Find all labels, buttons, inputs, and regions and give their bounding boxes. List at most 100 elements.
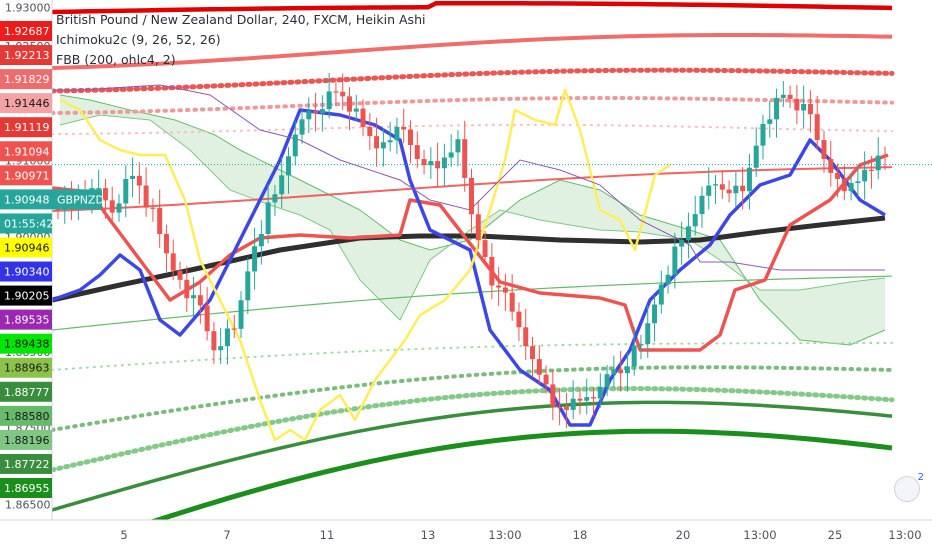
time-tick-label: 13 <box>421 528 436 542</box>
candle-body <box>516 311 522 328</box>
candle-body <box>157 208 163 234</box>
candle-body <box>421 159 427 166</box>
fbb-lower-0-dots <box>50 365 894 432</box>
candle-body <box>428 161 434 166</box>
candle-body <box>272 194 278 203</box>
fbb-upper-3 <box>51 0 893 15</box>
legend-title: British Pound / New Zealand Dollar, 240,… <box>56 12 426 27</box>
candle-body <box>591 397 597 399</box>
price-label-box <box>0 478 52 498</box>
candle-body <box>509 292 515 312</box>
price-label-box <box>0 93 52 114</box>
candle-body <box>679 240 685 247</box>
fbb-lower-basis <box>51 275 893 331</box>
candle-body <box>868 169 874 171</box>
fbb-lower-1-dots <box>49 386 895 473</box>
candle-body <box>353 108 359 112</box>
candle-body <box>333 91 339 93</box>
legend-ichimoku[interactable]: Ichimoku2c (9, 26, 52, 26) <box>56 32 221 47</box>
price-label-box <box>0 285 52 306</box>
price-label: 1.91446 <box>4 97 50 110</box>
candle-body <box>848 183 854 192</box>
candle-body <box>380 142 386 149</box>
candle-body <box>523 327 529 347</box>
price-label-box <box>0 453 52 474</box>
candle-body <box>401 126 407 130</box>
candle-body <box>882 155 888 157</box>
price-label-box <box>0 381 52 402</box>
candle-body <box>170 253 176 271</box>
ichimoku-cloud <box>60 95 885 345</box>
symbol-tag <box>52 189 102 210</box>
price-label: 1.88963 <box>4 362 50 375</box>
price-label: 1.87722 <box>4 458 50 471</box>
candle-body <box>136 175 142 186</box>
candle-body <box>177 270 183 280</box>
price-tick-label: 1.93000 <box>5 2 51 15</box>
candle-body <box>374 136 380 149</box>
price-label-box <box>0 333 52 354</box>
candle-body <box>231 328 237 330</box>
notification-icon[interactable] <box>894 476 920 502</box>
candle-body <box>597 386 603 399</box>
price-label: 1.86955 <box>4 482 50 495</box>
candle-body <box>699 195 705 215</box>
candle-body <box>875 155 881 171</box>
time-tick-label: 13:00 <box>888 528 921 542</box>
fbb-lower-light-dots <box>51 341 893 371</box>
candle-body <box>624 366 630 374</box>
candle-body <box>163 234 169 254</box>
price-label: 1.89535 <box>4 314 50 327</box>
candle-body <box>204 305 210 332</box>
price-tick-label: 1.86500 <box>5 499 51 512</box>
candle-body <box>340 91 346 97</box>
candle-body <box>218 346 224 351</box>
candle-body <box>794 98 800 111</box>
candle-body <box>455 139 461 153</box>
candle-body <box>313 111 319 114</box>
candle-body <box>807 104 813 115</box>
price-label: 1.88196 <box>4 434 50 447</box>
price-label: 1.92687 <box>4 25 50 38</box>
candle-body <box>245 271 251 301</box>
candle-body <box>604 374 610 387</box>
candle-body <box>570 398 576 410</box>
candle-body <box>577 398 583 401</box>
candle-body <box>713 184 719 186</box>
candle-body <box>835 172 841 179</box>
tenkan-line <box>51 108 886 427</box>
candle-body <box>780 94 786 98</box>
time-tick-label: 13:00 <box>743 528 776 542</box>
candle-body <box>306 111 312 120</box>
fbb-lower-2 <box>51 400 893 512</box>
candle-body <box>326 91 332 110</box>
price-label-box <box>0 189 52 210</box>
candle-body <box>733 185 739 194</box>
candle-body <box>197 295 203 306</box>
fbb-upper-1-dots <box>49 67 895 94</box>
price-label: 1.92213 <box>4 49 50 62</box>
price-label: 1.91829 <box>4 73 50 86</box>
candle-body <box>435 161 441 169</box>
candle-body <box>760 123 766 146</box>
candle-body <box>265 202 271 234</box>
candle-body <box>102 188 108 201</box>
candle-body <box>530 346 536 360</box>
candle-body <box>862 169 868 182</box>
price-label-box <box>0 429 52 450</box>
candle-body <box>489 256 495 286</box>
price-label-box <box>0 237 52 258</box>
candle-body <box>143 185 149 208</box>
legend-fbb[interactable]: FBB (200, ohlc4, 2) <box>56 52 176 67</box>
time-tick-label: 13:00 <box>488 528 521 542</box>
candle-body <box>319 109 325 114</box>
price-label-box <box>0 309 52 330</box>
time-tick-label: 20 <box>676 528 691 542</box>
candle-body <box>550 384 556 407</box>
candle-body <box>821 140 827 160</box>
candle-body <box>584 397 590 401</box>
price-label-box <box>0 357 52 378</box>
fbb-upper-0-dots <box>50 95 894 115</box>
